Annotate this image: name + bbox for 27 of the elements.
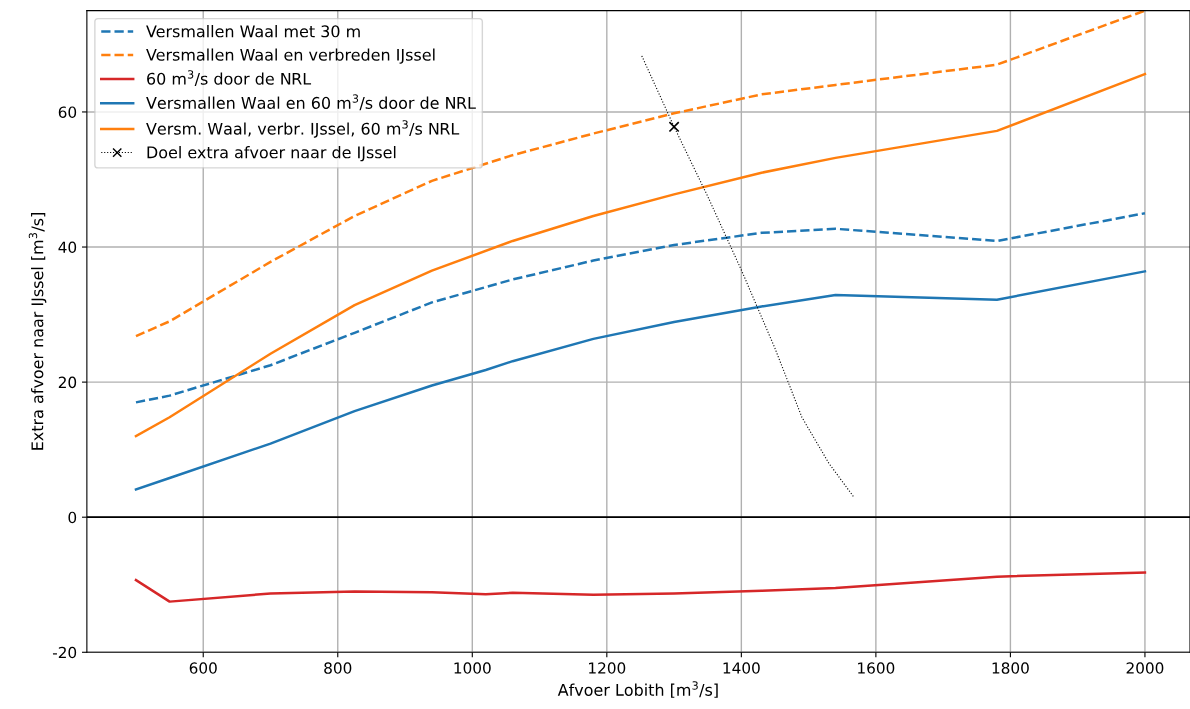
x-tick-label: 800 [324, 662, 352, 674]
x-tick-label: 1200 [589, 662, 626, 674]
x-axis-title: Afvoer Lobith [m$^{3}$/s] [557, 681, 718, 698]
y-tick-label: 40 [58, 241, 77, 254]
legend-label: Doel extra afvoer naar de IJssel [147, 146, 396, 162]
y-tick-label: -20 [52, 646, 77, 659]
line-series [134, 270, 1147, 491]
y-tick-label: 0 [68, 511, 77, 524]
line-series [641, 55, 855, 498]
legend-label: Versm. Waal, verbr. IJssel, 60 m$^{3}$/s NRL [146, 120, 460, 138]
y-tick-label: 20 [58, 376, 77, 389]
legend-label: Versmallen Waal en 60 m$^{3}$/s door de NRL [146, 94, 476, 111]
x-tick-label: 1400 [723, 662, 760, 674]
y-tick-label: 60 [58, 106, 77, 118]
legend-label: Versmallen Waal met 30 m [146, 25, 360, 38]
line-series [134, 10, 1147, 338]
line-series [134, 72, 1147, 438]
x-tick-label: 1800 [992, 662, 1029, 674]
x-tick-label: 1600 [858, 662, 895, 674]
line-series [134, 212, 1147, 404]
x-tick-label: 1000 [454, 662, 491, 674]
x-tick-label: 2000 [1126, 662, 1164, 674]
line-series [134, 571, 1147, 603]
legend-label: 60 m$^{3}$/s door de NRL [147, 70, 312, 87]
x-tick-label: 600 [189, 662, 217, 674]
y-axis-title: Extra afvoer naar IJssel [m$^{3}$/s] [28, 213, 47, 450]
legend-label: Versmallen Waal en verbreden IJssel [146, 48, 435, 64]
